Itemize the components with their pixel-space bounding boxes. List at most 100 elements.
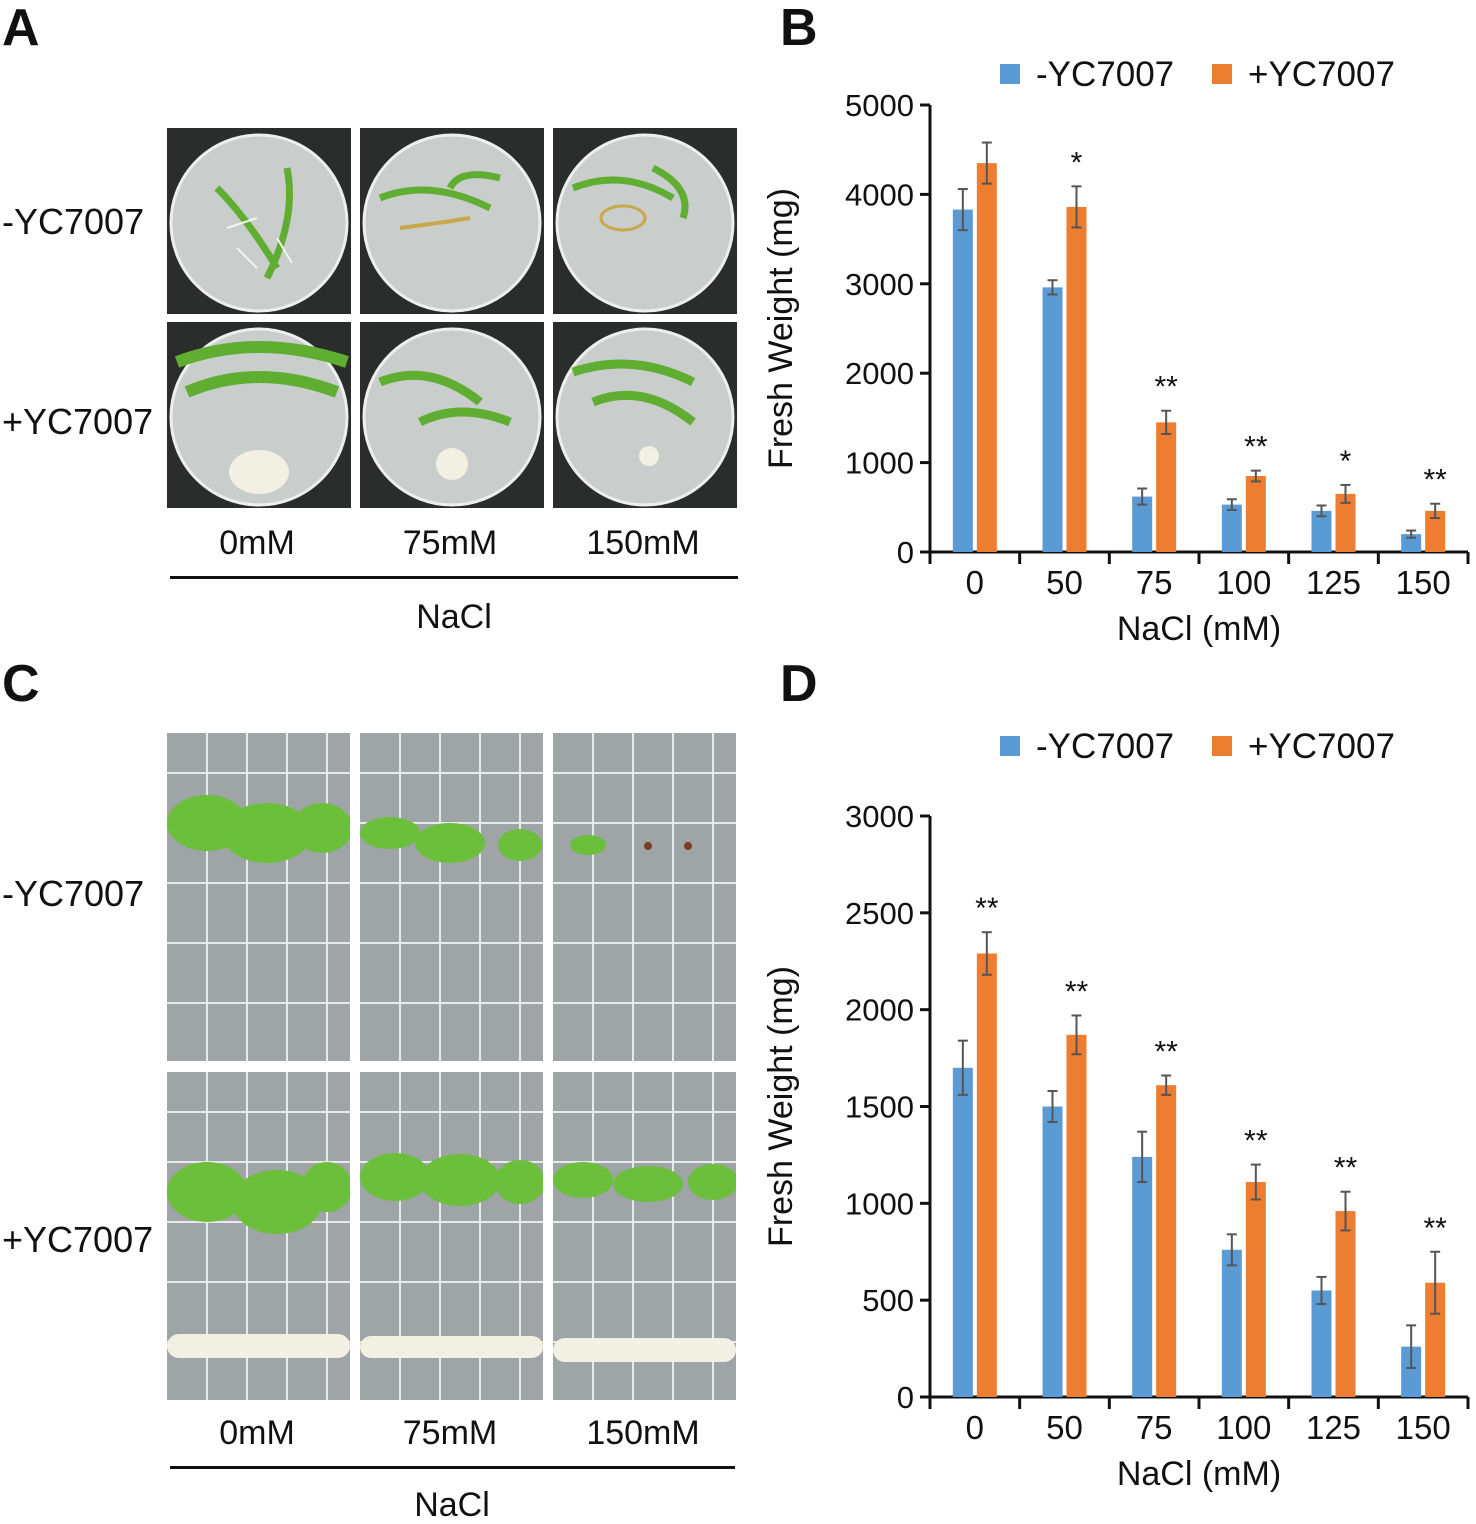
bar-minus: [1042, 287, 1063, 552]
significance-marker: **: [1423, 464, 1447, 497]
chart-d: 0 500 1000 1500 2000 2500 3000 0 50 75 100 125 150 **…: [762, 727, 1470, 1493]
bar-minus: [1401, 1346, 1422, 1397]
y-tick-label: 0: [897, 1380, 914, 1415]
petri-dish-photo: [553, 322, 737, 508]
y-tick-label: 2500: [845, 896, 914, 931]
column-label: 75mM: [402, 524, 498, 562]
legend-label: +YC7007: [1248, 55, 1395, 94]
bar-minus: [1401, 534, 1422, 552]
panel-letter-a: A: [2, 0, 40, 57]
x-tick-label: 75: [1136, 564, 1173, 601]
bar-minus: [1311, 1290, 1332, 1397]
x-tick-label: 150: [1396, 564, 1451, 601]
x-tick-label: 75: [1136, 1409, 1173, 1446]
column-label: 150mM: [586, 1414, 700, 1452]
bar-minus: [952, 1067, 973, 1397]
grid-plate-photo: [360, 1072, 543, 1400]
bar-plus: [1335, 1211, 1356, 1397]
significance-marker: **: [1244, 1125, 1268, 1158]
bar-plus: [1245, 476, 1266, 552]
column-label: 0mM: [219, 1414, 295, 1452]
row-label-minus: -YC7007: [2, 201, 145, 242]
petri-dish-photo: [167, 128, 351, 314]
y-axis-label: Fresh Weight (mg): [762, 966, 800, 1247]
significance-marker: **: [1334, 1152, 1358, 1185]
x-tick-label: 100: [1216, 1409, 1271, 1446]
row-label-minus: -YC7007: [2, 873, 145, 914]
bar-minus: [1042, 1106, 1063, 1397]
legend-label: -YC7007: [1036, 727, 1174, 766]
legend-swatch-minus: [1000, 64, 1020, 84]
significance-marker: *: [1340, 445, 1352, 478]
x-axis-label: NaCl (mM): [1117, 1455, 1281, 1493]
bar-plus: [1066, 1034, 1087, 1397]
axis-underline: [170, 1466, 735, 1469]
significance-marker: **: [1065, 975, 1089, 1008]
legend-swatch-minus: [1000, 736, 1020, 756]
axis-underline: [170, 576, 738, 579]
significance-marker: **: [1423, 1212, 1447, 1245]
bar-plus: [976, 953, 997, 1397]
significance-marker: *: [1071, 146, 1083, 179]
y-tick-label: 4000: [845, 177, 914, 212]
y-tick-label: 2000: [845, 356, 914, 391]
x-tick-label: 50: [1046, 564, 1083, 601]
x-tick-label: 125: [1306, 564, 1361, 601]
x-tick-label: 0: [966, 1409, 984, 1446]
column-label: 150mM: [586, 524, 700, 562]
bar-minus: [1221, 504, 1242, 552]
y-tick-label: 0: [897, 535, 914, 570]
bar-plus: [1066, 206, 1087, 552]
row-label-plus: +YC7007: [2, 1219, 154, 1260]
panel-letter-d: D: [780, 655, 818, 713]
x-tick-label: 50: [1046, 1409, 1083, 1446]
significance-marker: **: [1154, 1036, 1178, 1069]
bar-plus: [976, 163, 997, 553]
x-tick-label: 125: [1306, 1409, 1361, 1446]
axis-caption: NaCl: [414, 1486, 490, 1524]
grid-plate-photo: [167, 1072, 350, 1400]
petri-dish-photo: [360, 128, 544, 314]
significance-marker: **: [1154, 371, 1178, 404]
y-tick-label: 1000: [845, 446, 914, 481]
bar-plus: [1335, 493, 1356, 552]
y-tick-label: 5000: [845, 88, 914, 123]
significance-marker: **: [975, 892, 999, 925]
x-tick-label: 0: [966, 564, 984, 601]
bar-minus: [1132, 496, 1153, 552]
y-axis-label: Fresh Weight (mg): [762, 188, 800, 469]
legend-label: +YC7007: [1248, 727, 1395, 766]
significance-marker: **: [1244, 431, 1268, 464]
bar-minus: [952, 209, 973, 552]
bar-plus: [1156, 422, 1177, 552]
bar-plus: [1245, 1182, 1266, 1397]
row-label-plus: +YC7007: [2, 401, 154, 442]
bar-plus: [1156, 1085, 1177, 1397]
grid-plate-photo: [360, 733, 543, 1061]
petri-dish-photo: [360, 322, 544, 508]
legend-swatch-plus: [1212, 736, 1232, 756]
grid-plate-photo: [553, 733, 736, 1061]
legend-label: -YC7007: [1036, 55, 1174, 94]
bar-plus: [1425, 1282, 1446, 1397]
y-tick-label: 1000: [845, 1186, 914, 1221]
x-tick-label: 100: [1216, 564, 1271, 601]
legend-swatch-plus: [1212, 64, 1232, 84]
bar-minus: [1221, 1249, 1242, 1397]
bar-minus: [1132, 1156, 1153, 1397]
grid-plate-photo: [167, 733, 350, 1061]
axis-caption: NaCl: [416, 598, 492, 636]
column-label: 0mM: [219, 524, 295, 562]
x-tick-label: 150: [1396, 1409, 1451, 1446]
y-tick-label: 500: [862, 1283, 914, 1318]
panel-letter-b: B: [780, 0, 818, 57]
bar-plus: [1425, 510, 1446, 552]
bar-minus: [1311, 510, 1332, 552]
y-tick-label: 2000: [845, 993, 914, 1028]
x-axis-label: NaCl (mM): [1117, 610, 1281, 648]
y-tick-label: 3000: [845, 799, 914, 834]
petri-dish-photo: [553, 128, 737, 314]
column-label: 75mM: [402, 1414, 498, 1452]
petri-dish-photo: [167, 322, 351, 508]
